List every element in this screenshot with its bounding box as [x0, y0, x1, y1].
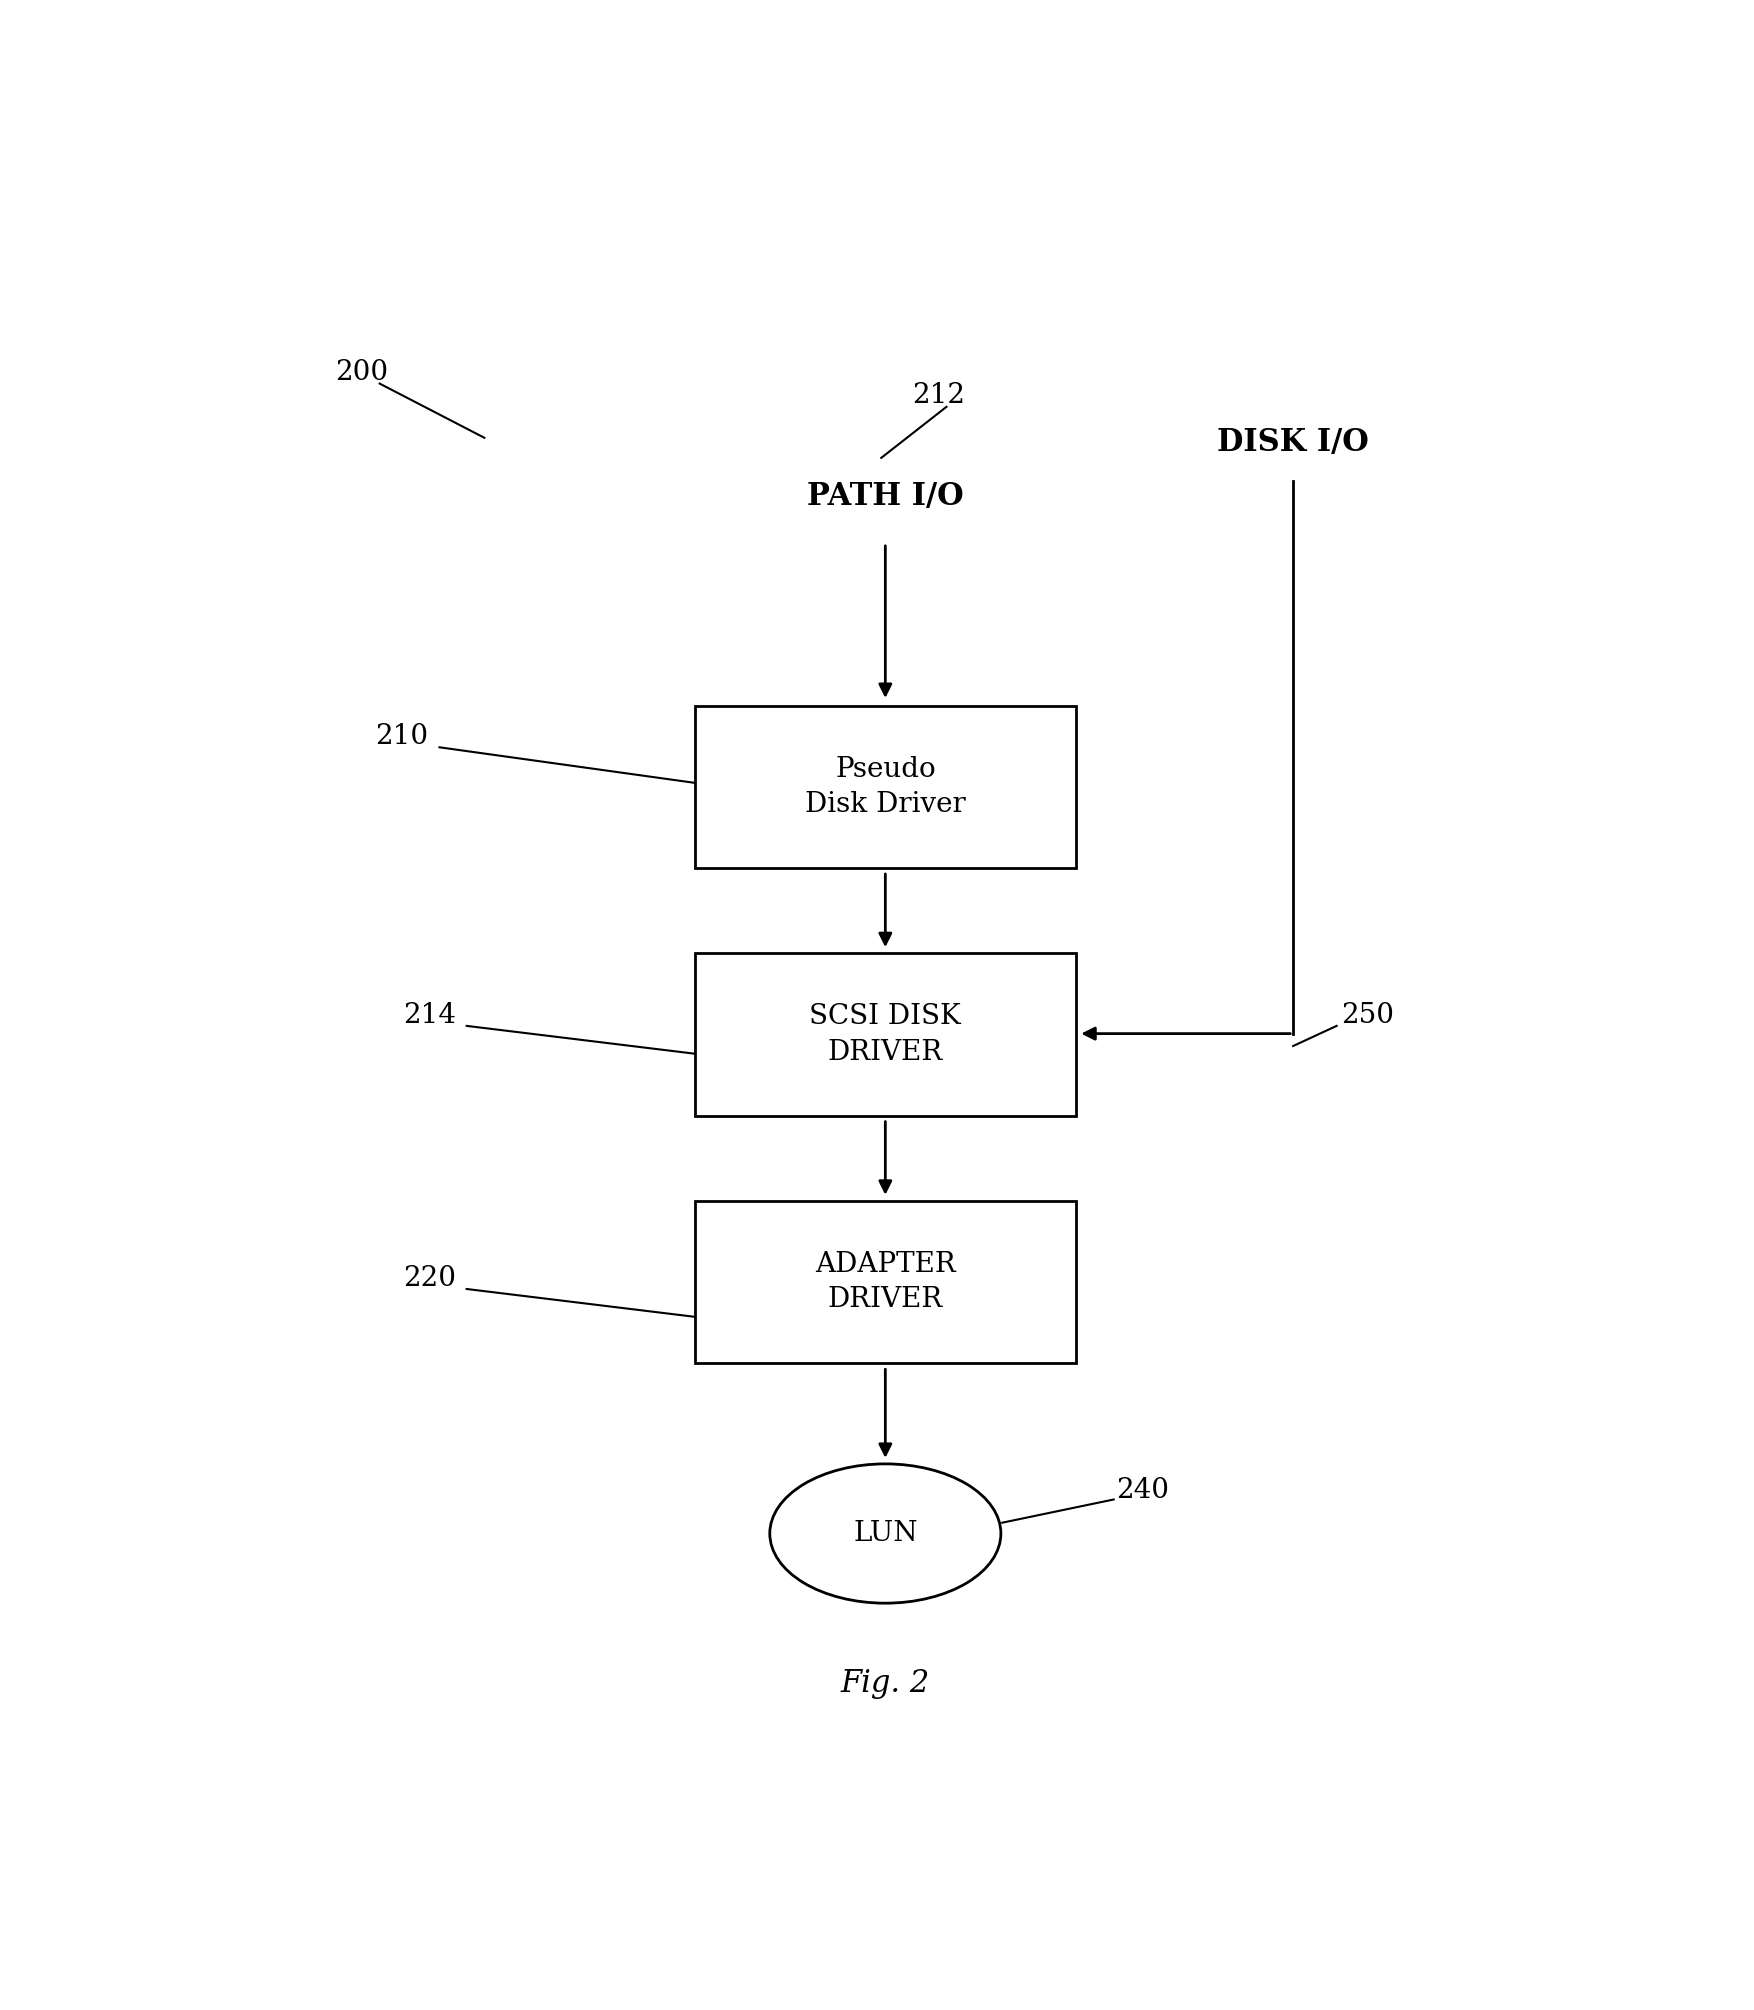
Text: 220: 220 [403, 1264, 456, 1292]
Bar [695, 953, 1075, 1116]
Text: SCSI DISK
DRIVER: SCSI DISK DRIVER [809, 1003, 961, 1065]
Text: LUN: LUN [852, 1520, 917, 1548]
Text: Pseudo
Disk Driver: Pseudo Disk Driver [805, 756, 966, 818]
Ellipse shape [770, 1463, 1002, 1604]
Text: ADAPTER
DRIVER: ADAPTER DRIVER [816, 1250, 956, 1313]
Text: PATH I/O: PATH I/O [807, 480, 963, 513]
Text: 210: 210 [375, 724, 428, 750]
Text: DISK I/O: DISK I/O [1217, 426, 1370, 458]
Text: Fig. 2: Fig. 2 [840, 1668, 930, 1698]
Bar [695, 706, 1075, 868]
Bar [695, 1200, 1075, 1363]
Text: 200: 200 [335, 360, 388, 386]
Text: 214: 214 [403, 1001, 456, 1029]
Text: 212: 212 [912, 382, 965, 410]
Text: 240: 240 [1117, 1477, 1170, 1503]
Text: 250: 250 [1340, 1001, 1394, 1029]
